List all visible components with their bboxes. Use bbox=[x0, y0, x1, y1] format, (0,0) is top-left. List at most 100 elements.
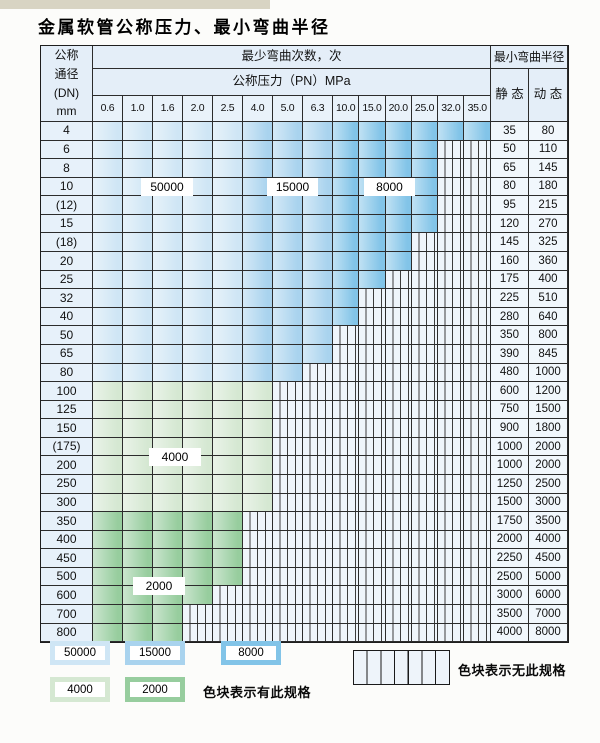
no-spec-cell bbox=[438, 233, 465, 253]
no-spec-cell bbox=[438, 214, 465, 234]
no-spec-cell bbox=[359, 437, 386, 457]
no-spec-cell bbox=[411, 307, 439, 327]
spec-cell bbox=[123, 549, 153, 568]
static-value-cell: 35 bbox=[490, 122, 529, 141]
no-spec-cell bbox=[411, 270, 439, 290]
no-spec-cell bbox=[243, 586, 273, 606]
spec-cell bbox=[183, 400, 213, 420]
spec-cell bbox=[183, 419, 213, 438]
spec-cell bbox=[273, 214, 303, 234]
dynamic-value-cell: 400 bbox=[528, 270, 568, 290]
no-spec-cell bbox=[243, 605, 273, 624]
no-spec-cell bbox=[333, 493, 360, 513]
pressure-value-cell: 2.0 bbox=[183, 96, 213, 122]
pressure-value-cell: 35.0 bbox=[464, 96, 491, 122]
spec-cell bbox=[183, 289, 213, 308]
dynamic-value-cell: 80 bbox=[528, 122, 568, 141]
no-spec-cell bbox=[411, 419, 439, 438]
no-spec-cell bbox=[273, 530, 303, 550]
pressure-value-cell: 20.0 bbox=[385, 96, 412, 122]
bend-radius-header-cell: 最小弯曲半径 bbox=[490, 46, 568, 69]
no-spec-cell bbox=[333, 437, 360, 457]
no-spec-cell bbox=[243, 512, 273, 531]
spec-cell bbox=[213, 437, 243, 457]
spec-cell bbox=[183, 530, 213, 550]
no-spec-cell bbox=[273, 456, 303, 475]
spec-cell bbox=[333, 177, 360, 197]
no-spec-cell bbox=[359, 419, 386, 438]
no-spec-cell bbox=[359, 549, 386, 568]
no-spec-cell bbox=[438, 512, 465, 531]
spec-cell bbox=[93, 437, 123, 457]
static-value-cell: 280 bbox=[490, 307, 529, 327]
spec-cell bbox=[359, 214, 386, 234]
spec-cell bbox=[183, 233, 213, 253]
no-spec-cell bbox=[303, 419, 333, 438]
no-spec-cell bbox=[359, 605, 386, 624]
spec-cell bbox=[303, 196, 333, 215]
bend-cycles-header-cell: 最少弯曲次数，次 bbox=[93, 46, 491, 69]
no-spec-cell bbox=[273, 382, 303, 401]
static-value-cell: 2250 bbox=[490, 549, 529, 568]
spec-cell bbox=[183, 196, 213, 215]
no-spec-cell bbox=[359, 289, 386, 308]
spec-cell bbox=[385, 196, 412, 215]
no-spec-cell bbox=[385, 363, 412, 383]
no-spec-cell bbox=[464, 437, 491, 457]
dn-cell: 150 bbox=[41, 419, 93, 438]
spec-cell bbox=[153, 382, 183, 401]
spec-cell bbox=[359, 159, 386, 178]
spec-cell bbox=[243, 270, 273, 290]
pressure-value-cell: 15.0 bbox=[359, 96, 386, 122]
spec-cell bbox=[411, 140, 439, 160]
no-spec-cell bbox=[438, 623, 465, 643]
spec-cell bbox=[153, 530, 183, 550]
no-spec-cell bbox=[411, 289, 439, 308]
spec-cell bbox=[123, 400, 153, 420]
spec-cell bbox=[385, 122, 412, 141]
no-spec-cell bbox=[464, 382, 491, 401]
spec-cell bbox=[93, 344, 123, 364]
spec-cell bbox=[273, 252, 303, 271]
spec-cell bbox=[213, 289, 243, 308]
pressure-value-cell: 32.0 bbox=[438, 96, 465, 122]
spec-cell bbox=[123, 419, 153, 438]
no-spec-cell bbox=[359, 344, 386, 364]
spec-cell bbox=[183, 159, 213, 178]
spec-cell bbox=[123, 605, 153, 624]
dn-cell: 600 bbox=[41, 586, 93, 606]
no-spec-cell bbox=[464, 493, 491, 513]
spec-cell bbox=[333, 214, 360, 234]
spec-cell bbox=[411, 214, 439, 234]
no-spec-cell bbox=[385, 623, 412, 643]
spec-cell bbox=[93, 456, 123, 475]
no-spec-cell bbox=[303, 549, 333, 568]
no-spec-cell bbox=[183, 623, 213, 643]
spec-cell bbox=[359, 122, 386, 141]
spec-cell bbox=[243, 122, 273, 141]
no-spec-cell bbox=[438, 344, 465, 364]
spec-cell bbox=[123, 252, 153, 271]
spec-cell bbox=[273, 344, 303, 364]
no-spec-cell bbox=[464, 586, 491, 606]
no-spec-cell bbox=[273, 623, 303, 643]
dn-cell: 80 bbox=[41, 363, 93, 383]
spec-cell bbox=[183, 493, 213, 513]
spec-cell bbox=[213, 177, 243, 197]
dynamic-value-cell: 510 bbox=[528, 289, 568, 308]
spec-cell bbox=[153, 363, 183, 383]
spec-cell bbox=[411, 177, 439, 197]
no-spec-cell bbox=[385, 382, 412, 401]
spec-cell bbox=[183, 382, 213, 401]
spec-cell bbox=[213, 567, 243, 587]
no-spec-cell bbox=[411, 512, 439, 531]
no-spec-cell bbox=[464, 400, 491, 420]
spec-cell bbox=[359, 196, 386, 215]
no-spec-cell bbox=[464, 326, 491, 345]
dn-cell: 40 bbox=[41, 307, 93, 327]
no-spec-cell bbox=[438, 159, 465, 178]
spec-cell bbox=[213, 233, 243, 253]
spec-cell bbox=[93, 196, 123, 215]
dynamic-value-cell: 2000 bbox=[528, 437, 568, 457]
no-spec-cell bbox=[411, 437, 439, 457]
